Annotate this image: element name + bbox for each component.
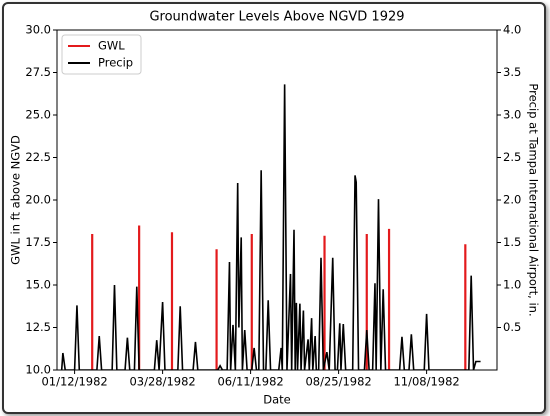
y2-tick-label: 3.0 bbox=[503, 108, 521, 122]
y-axis-label: GWL in ft above NGVD bbox=[9, 135, 23, 265]
y-tick-label: 10.0 bbox=[25, 363, 51, 377]
plot-area bbox=[60, 84, 481, 370]
y2-tick-label: 2.0 bbox=[503, 193, 521, 207]
y-tick-label: 25.0 bbox=[25, 108, 51, 122]
y-tick-label: 12.5 bbox=[25, 320, 51, 334]
y2-tick-label: 1.5 bbox=[503, 235, 521, 249]
y-tick-label: 22.5 bbox=[25, 150, 51, 164]
x-tick-label: 06/11/1982 bbox=[217, 375, 283, 389]
y-tick-label: 20.0 bbox=[25, 193, 51, 207]
x-axis-label: Date bbox=[263, 393, 291, 407]
x-tick-label: 03/28/1982 bbox=[129, 375, 195, 389]
y-tick-label: 15.0 bbox=[25, 278, 51, 292]
plot-border bbox=[56, 29, 498, 371]
y2-tick-label: 0.5 bbox=[503, 320, 521, 334]
precip-line bbox=[60, 84, 481, 370]
y2-axis-label: Precip at Tampa International Airport, i… bbox=[527, 83, 541, 316]
y-tick-label: 27.5 bbox=[25, 65, 51, 79]
y2-tick-label: 4.0 bbox=[503, 23, 521, 37]
y2-tick-label: 3.5 bbox=[503, 65, 521, 79]
legend-label: GWL bbox=[98, 39, 125, 53]
legend-box bbox=[61, 34, 142, 75]
x-tick-label: 11/08/1982 bbox=[393, 375, 459, 389]
y2-tick-label: 1.0 bbox=[503, 278, 521, 292]
y-tick-label: 17.5 bbox=[25, 235, 51, 249]
legend-label: Precip bbox=[98, 56, 133, 70]
chart-title: Groundwater Levels Above NGVD 1929 bbox=[149, 10, 404, 25]
y-tick-label: 30.0 bbox=[25, 23, 51, 37]
x-tick-label: 08/25/1982 bbox=[305, 375, 371, 389]
y2-tick-label: 2.5 bbox=[503, 150, 521, 164]
x-tick-label: 01/12/1982 bbox=[41, 375, 107, 389]
